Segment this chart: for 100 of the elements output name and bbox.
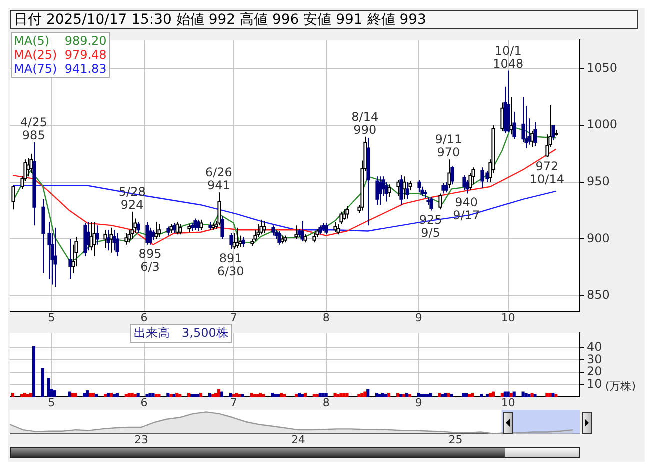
bar bbox=[399, 394, 402, 397]
bar bbox=[283, 394, 286, 397]
text: MA(5) 989.20 bbox=[14, 34, 107, 48]
bar bbox=[364, 392, 367, 397]
x-tick-label: 10 bbox=[501, 396, 516, 410]
bar bbox=[229, 392, 232, 397]
bar bbox=[208, 392, 212, 397]
bar bbox=[193, 394, 197, 397]
y-tick-label: 40 bbox=[587, 340, 602, 354]
annotation: 6/26 941 bbox=[205, 166, 232, 193]
bar bbox=[112, 394, 116, 397]
bar bbox=[450, 394, 454, 397]
bar bbox=[232, 394, 236, 397]
bar bbox=[53, 390, 56, 397]
bar bbox=[250, 392, 254, 397]
bar bbox=[256, 394, 260, 397]
bar bbox=[170, 394, 173, 397]
bar bbox=[71, 392, 74, 397]
bar bbox=[546, 392, 549, 397]
annotation: 895 6/3 bbox=[138, 246, 162, 274]
bar bbox=[512, 392, 516, 397]
bar bbox=[504, 392, 507, 397]
bar bbox=[196, 394, 200, 397]
bar bbox=[154, 394, 158, 397]
bar bbox=[68, 392, 72, 397]
x-tick-label: 9 bbox=[415, 396, 422, 410]
annotation: 10/1 1048 bbox=[493, 44, 524, 71]
bar bbox=[429, 392, 432, 397]
bar bbox=[32, 346, 36, 397]
text: MA(75) 941.83 bbox=[14, 62, 107, 76]
bar bbox=[387, 392, 391, 397]
bar bbox=[530, 392, 534, 397]
bar bbox=[178, 394, 182, 397]
bar bbox=[20, 394, 24, 397]
bar bbox=[378, 394, 382, 397]
bar bbox=[172, 394, 176, 397]
bar bbox=[376, 392, 379, 397]
bar bbox=[92, 392, 96, 397]
bar bbox=[300, 394, 304, 397]
bar bbox=[136, 392, 140, 397]
bar bbox=[318, 392, 322, 397]
bar bbox=[447, 392, 450, 397]
bar bbox=[417, 392, 420, 397]
bar bbox=[199, 392, 203, 397]
x-tick-label: 25 bbox=[448, 433, 463, 446]
bar bbox=[420, 394, 424, 397]
annotation: 9/11 970 bbox=[435, 132, 462, 160]
bar bbox=[253, 394, 256, 397]
x-tick-label: 5 bbox=[48, 396, 56, 410]
bar bbox=[217, 389, 220, 397]
bar bbox=[366, 389, 370, 397]
bar bbox=[552, 392, 555, 397]
annotation: 891 6/30 bbox=[217, 251, 244, 278]
bar bbox=[462, 392, 466, 397]
x-tick-label: 7 bbox=[230, 396, 238, 410]
bar bbox=[312, 394, 316, 397]
x-tick-label: 6 bbox=[140, 311, 148, 324]
chart-title: 出来高 3,500株 bbox=[130, 324, 232, 343]
bar bbox=[104, 394, 108, 397]
bar bbox=[438, 392, 442, 397]
y-tick-label: 20 bbox=[587, 364, 602, 379]
x-tick-label: 23 bbox=[134, 433, 149, 446]
bar bbox=[26, 394, 30, 397]
bar bbox=[304, 392, 307, 397]
bar bbox=[259, 392, 262, 397]
bar bbox=[130, 392, 134, 397]
x-tick-label: 8 bbox=[322, 311, 330, 324]
bar bbox=[510, 392, 513, 397]
bar bbox=[322, 392, 325, 397]
chart-title: 日付 2025/10/17 15:30 始値 992 高値 996 安値 991 終値 993 bbox=[10, 10, 638, 29]
x-tick-label: 10 bbox=[501, 311, 516, 324]
bar bbox=[488, 392, 492, 397]
bar bbox=[124, 394, 128, 397]
bar bbox=[280, 392, 284, 397]
bar bbox=[89, 392, 92, 397]
bar bbox=[522, 392, 525, 397]
bar bbox=[134, 394, 137, 397]
bar bbox=[346, 392, 349, 397]
bar bbox=[534, 394, 537, 397]
y-tick-label: 10 bbox=[587, 376, 602, 391]
bar bbox=[95, 394, 98, 397]
bar bbox=[271, 392, 274, 397]
bar bbox=[220, 392, 224, 397]
bar bbox=[408, 394, 412, 397]
bar bbox=[241, 394, 244, 397]
bar bbox=[492, 392, 495, 397]
bar bbox=[336, 394, 340, 397]
bar bbox=[190, 394, 194, 397]
annotation: 972 10/14 bbox=[530, 159, 564, 186]
bar bbox=[554, 394, 558, 397]
bar bbox=[468, 394, 472, 397]
bar bbox=[116, 392, 119, 397]
bar bbox=[106, 392, 110, 397]
bar bbox=[262, 394, 266, 397]
bar bbox=[423, 394, 426, 397]
bar bbox=[211, 394, 214, 397]
x-tick-label: 9 bbox=[415, 311, 422, 324]
bar bbox=[471, 392, 474, 397]
bar bbox=[358, 394, 361, 397]
bar bbox=[274, 394, 278, 397]
